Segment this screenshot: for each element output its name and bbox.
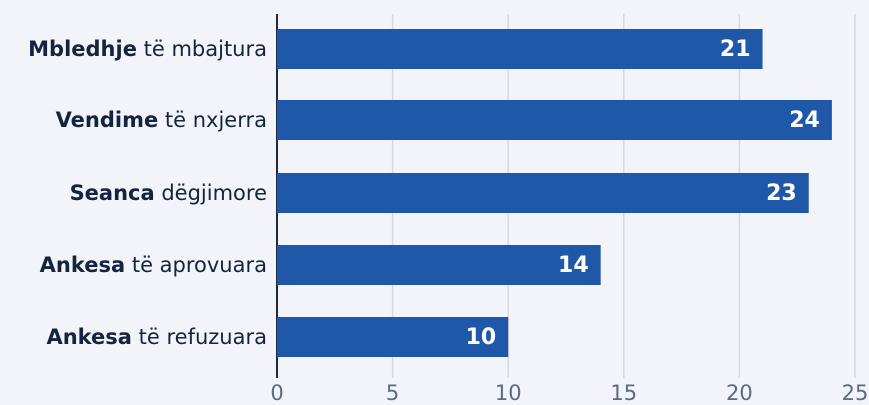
category-label: Vendime të nxjerra (56, 108, 267, 132)
category-label-rest: të mbajtura (137, 37, 267, 61)
x-tick-label: 5 (386, 381, 399, 405)
x-tick-label: 10 (495, 381, 522, 405)
value-label: 23 (766, 181, 797, 206)
category-label: Seanca dëgjimore (70, 181, 267, 205)
value-label: 24 (789, 108, 820, 133)
value-label: 21 (720, 37, 751, 62)
bar (277, 317, 509, 357)
category-label-strong: Mbledhje (28, 37, 137, 61)
x-tick-label: 15 (610, 381, 637, 405)
value-label: 14 (558, 253, 589, 278)
bar (277, 173, 809, 213)
x-tick-label: 0 (270, 381, 283, 405)
category-label-rest: të refuzuara (132, 325, 267, 349)
bar (277, 100, 832, 140)
category-label: Mbledhje të mbajtura (28, 37, 267, 61)
value-label: 10 (466, 325, 497, 350)
category-label-strong: Ankesa (40, 253, 126, 277)
x-tick-label: 20 (726, 381, 753, 405)
category-label-strong: Seanca (70, 181, 155, 205)
category-label: Ankesa të refuzuara (46, 325, 267, 349)
category-label-rest: dëgjimore (155, 181, 267, 205)
category-label: Ankesa të aprovuara (40, 253, 267, 277)
category-label-strong: Vendime (56, 108, 159, 132)
category-label-rest: të nxjerra (158, 108, 267, 132)
category-label-strong: Ankesa (46, 325, 132, 349)
bar (277, 29, 763, 69)
x-tick-label: 25 (842, 381, 869, 405)
category-label-rest: të aprovuara (125, 253, 267, 277)
bar (277, 245, 601, 285)
